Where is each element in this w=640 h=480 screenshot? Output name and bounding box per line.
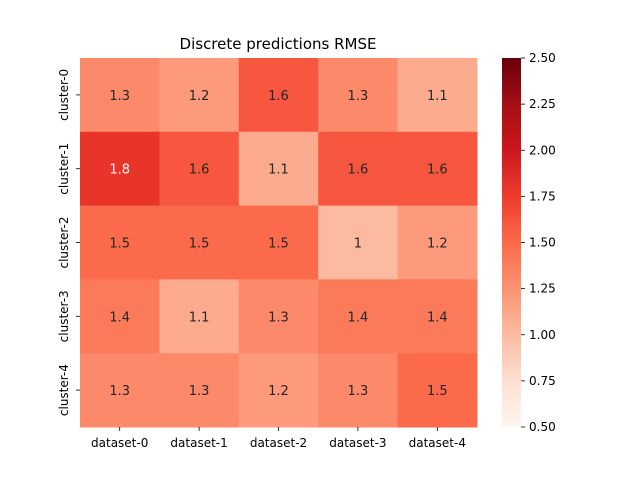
heatmap-cell <box>80 58 160 133</box>
heatmap-cell <box>159 205 240 280</box>
y-tick-label: cluster-3 <box>57 290 71 342</box>
cell-value-label: 1.4 <box>427 310 448 325</box>
y-tick-label: cluster-1 <box>57 143 71 195</box>
cell-value-label: 1.6 <box>268 89 289 104</box>
heatmap-cell <box>238 279 319 354</box>
heatmap-cell <box>159 279 240 354</box>
heatmap-cell <box>318 353 399 428</box>
heatmap-cell <box>80 205 160 280</box>
y-axis: cluster-0 cluster-1 cluster-2 cluster-3 clus… <box>57 69 80 416</box>
heatmap-cell <box>318 279 399 354</box>
colorbar-tick-label: 0.50 <box>529 420 556 434</box>
colorbar-tick-label: 1.00 <box>529 328 556 342</box>
x-tick-label: dataset-1 <box>170 436 227 450</box>
heatmap-cell <box>80 353 160 428</box>
colorbar-tick-label: 0.75 <box>529 374 556 388</box>
heatmap-cell <box>80 279 160 354</box>
heatmap-cell <box>318 58 399 133</box>
colorbar-gradient <box>502 58 521 427</box>
cell-value-label: 1.5 <box>189 237 210 252</box>
cell-value-label: 1.2 <box>427 237 448 252</box>
heatmap-cell <box>318 131 399 207</box>
x-axis: dataset-0 dataset-1 dataset-2 dataset-3 data… <box>91 427 466 450</box>
heatmap-cell <box>80 131 160 207</box>
heatmap-cell <box>397 205 478 280</box>
cell-value-label: 1.1 <box>189 310 210 325</box>
cell-value-label: 1.1 <box>427 89 448 104</box>
cell-value-label: 1.6 <box>189 163 210 178</box>
cell-value-label: 1.6 <box>348 163 369 178</box>
cell-value-label: 1.3 <box>189 384 210 399</box>
heatmap-cell <box>238 131 319 207</box>
heatmap-cell <box>397 279 478 354</box>
heatmap-cell <box>397 353 478 428</box>
heatmap-cell <box>397 58 478 133</box>
heatmap-cell <box>238 58 319 133</box>
colorbar: 0.50 0.75 1.00 1.25 1.50 1.75 2.00 2.25 2.50 <box>502 51 556 434</box>
cell-value-label: 1.8 <box>109 163 130 178</box>
cell-value-label: 1.3 <box>348 384 369 399</box>
heatmap-cell <box>238 353 319 428</box>
colorbar-tick-label: 2.00 <box>529 143 556 157</box>
y-tick-label: cluster-2 <box>57 216 71 268</box>
chart-title: Discrete predictions RMSE <box>180 35 377 53</box>
colorbar-tick-label: 1.25 <box>529 282 556 296</box>
cell-value-label: 1.3 <box>109 384 130 399</box>
cell-value-label: 1.5 <box>427 384 448 399</box>
cell-value-label: 1.4 <box>109 310 130 325</box>
cell-value-label: 1.3 <box>348 89 369 104</box>
colorbar-tick-label: 2.50 <box>529 51 556 65</box>
y-tick-label: cluster-0 <box>57 69 71 121</box>
heatmap-cell <box>318 205 399 280</box>
heatmap-cells: 1.3 1.2 1.6 1.3 1.1 1.8 1.6 1.1 1.6 1.6 1.5 1.5 1.5 1… <box>80 58 478 428</box>
cell-value-label: 1.3 <box>268 310 289 325</box>
heatmap-cell <box>159 131 240 207</box>
x-tick-label: dataset-0 <box>91 436 148 450</box>
cell-value-label: 1.4 <box>348 310 369 325</box>
y-tick-label: cluster-4 <box>57 364 71 416</box>
cell-value-label: 1 <box>354 237 362 252</box>
colorbar-tick-label: 1.75 <box>529 189 556 203</box>
cell-value-label: 1.2 <box>268 384 289 399</box>
cell-value-label: 1.1 <box>268 163 289 178</box>
heatmap-cell <box>397 131 478 207</box>
x-tick-label: dataset-4 <box>409 436 466 450</box>
cell-value-label: 1.5 <box>268 237 289 252</box>
cell-value-label: 1.6 <box>427 163 448 178</box>
cell-value-label: 1.3 <box>109 89 130 104</box>
cell-value-label: 1.5 <box>109 237 130 252</box>
x-tick-label: dataset-3 <box>329 436 386 450</box>
heatmap-cell <box>159 353 240 428</box>
x-tick-label: dataset-2 <box>250 436 307 450</box>
cell-value-label: 1.2 <box>189 89 210 104</box>
colorbar-tick-label: 2.25 <box>529 97 556 111</box>
colorbar-tick-label: 1.50 <box>529 236 556 250</box>
heatmap-cell <box>159 58 240 133</box>
heatmap-cell <box>238 205 319 280</box>
